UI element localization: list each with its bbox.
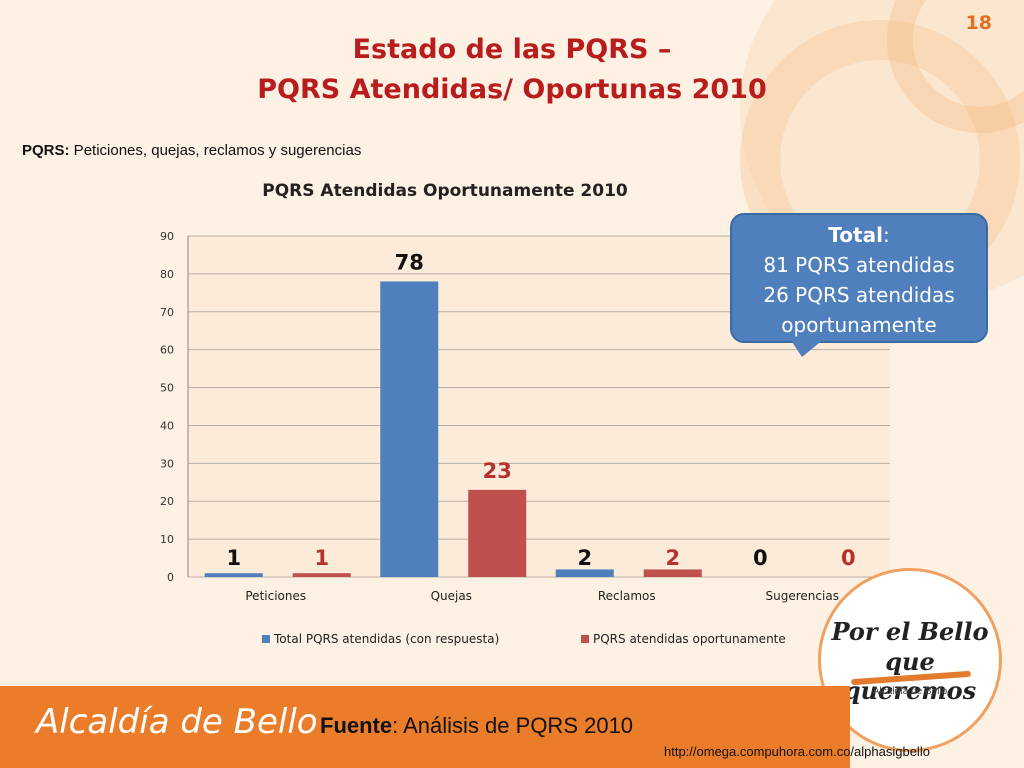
page-title-line1: Estado de las PQRS – <box>352 34 672 65</box>
x-tick-label: Quejas <box>431 589 472 603</box>
legend-swatch <box>581 635 589 643</box>
data-label: 1 <box>314 546 329 570</box>
bar <box>643 569 702 577</box>
chart-title: PQRS Atendidas Oportunamente 2010 <box>262 181 628 201</box>
y-tick-label: 0 <box>167 571 174 584</box>
x-tick-label: Peticiones <box>245 589 306 603</box>
data-label: 1 <box>226 546 241 570</box>
source-text: : Análisis de PQRS 2010 <box>392 713 634 738</box>
y-tick-label: 80 <box>160 268 174 281</box>
source-note: Fuente: Análisis de PQRS 2010 <box>320 713 633 739</box>
logo-line1: Por el Bello <box>831 617 989 646</box>
data-label: 0 <box>753 546 768 570</box>
data-label: 0 <box>841 546 856 570</box>
page-title-line2: PQRS Atendidas/ Oportunas 2010 <box>257 74 767 105</box>
footer-brand: Alcaldía de Bello <box>36 702 318 742</box>
callout-total-label: Total <box>828 223 883 247</box>
data-label: 23 <box>483 459 512 483</box>
y-tick-label: 20 <box>160 495 174 508</box>
callout-line2: 26 PQRS atendidas <box>763 283 955 307</box>
callout-total-colon: : <box>882 223 890 247</box>
slide-number: 18 <box>965 12 992 34</box>
legend-swatch <box>262 635 270 643</box>
data-label: 2 <box>665 546 680 570</box>
callout-tail <box>790 339 824 357</box>
data-label: 2 <box>577 546 592 570</box>
bar <box>292 573 351 577</box>
bar <box>555 569 614 577</box>
y-tick-label: 10 <box>160 533 174 546</box>
bar <box>380 281 439 577</box>
page-title: Estado de las PQRS – PQRS Atendidas/ Opo… <box>0 30 1024 110</box>
pqrs-definition-term: PQRS: <box>22 142 70 159</box>
y-tick-label: 50 <box>160 382 174 395</box>
legend-entry: PQRS atendidas oportunamente <box>593 632 786 646</box>
pqrs-definition: PQRS: Peticiones, quejas, reclamos y sug… <box>22 142 361 159</box>
legend-entry: Total PQRS atendidas (con respuesta) <box>273 632 499 646</box>
callout-line1: 81 PQRS atendidas <box>763 253 955 277</box>
bar <box>468 489 527 577</box>
y-tick-label: 70 <box>160 306 174 319</box>
footer-bar <box>0 686 850 768</box>
logo-subtitle: Alcaldía de Bello <box>872 686 948 697</box>
y-tick-label: 60 <box>160 344 174 357</box>
data-label: 78 <box>395 250 424 274</box>
y-tick-label: 90 <box>160 230 174 243</box>
total-callout: Total: 81 PQRS atendidas 26 PQRS atendid… <box>730 213 988 343</box>
bar <box>204 573 263 577</box>
source-label: Fuente <box>320 713 393 738</box>
x-tick-label: Reclamos <box>598 589 656 603</box>
source-url: http://omega.compuhora.com.co/alphasigbe… <box>664 744 930 759</box>
y-tick-label: 40 <box>160 419 174 432</box>
por-el-bello-logo: Por el Bello que queremos Alcaldía de Be… <box>818 568 1002 752</box>
y-tick-label: 30 <box>160 457 174 470</box>
logo-line2: que queremos <box>843 647 977 705</box>
callout-line3: oportunamente <box>781 313 937 337</box>
pqrs-definition-text: Peticiones, quejas, reclamos y sugerenci… <box>69 142 362 159</box>
x-tick-label: Sugerencias <box>766 589 839 603</box>
